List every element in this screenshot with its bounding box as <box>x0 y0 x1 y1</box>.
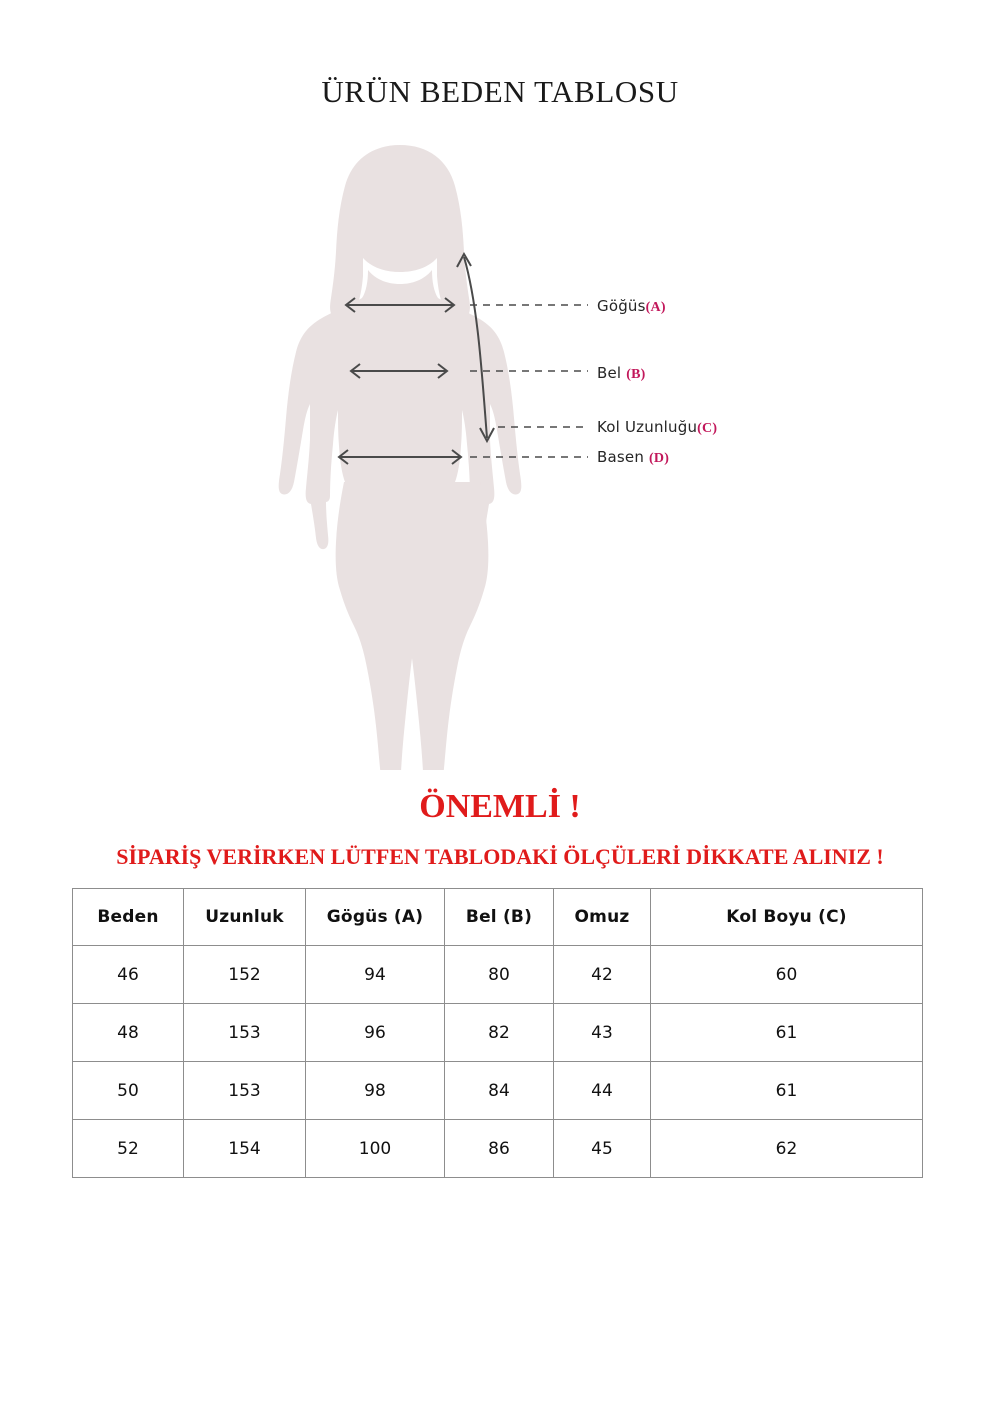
label-kol-uzunlugu: Kol Uzunluğu(C) <box>597 418 717 437</box>
cell-beden: 46 <box>72 945 184 1004</box>
column-header-beden: Beden <box>72 888 184 946</box>
cell-beden: 52 <box>72 1119 184 1178</box>
cell-omuz: 42 <box>553 945 651 1004</box>
cell-uzunluk: 153 <box>183 1003 306 1062</box>
size-table-container: Beden Uzunluk Gögüs (A) Bel (B) Omuz Kol… <box>72 888 923 1178</box>
label-basen: Basen (D) <box>597 448 669 467</box>
cell-gogus: 100 <box>305 1119 445 1178</box>
cell-omuz: 45 <box>553 1119 651 1178</box>
size-table: Beden Uzunluk Gögüs (A) Bel (B) Omuz Kol… <box>72 888 923 1178</box>
label-gogus-text: Göğüs <box>597 297 646 315</box>
column-header-uzunluk: Uzunluk <box>183 888 306 946</box>
cell-kol-boyu: 61 <box>650 1061 923 1120</box>
label-kol-uzunlugu-code: (C) <box>697 421 718 436</box>
label-basen-text: Basen <box>597 448 650 466</box>
waist-measure-arrow <box>349 363 449 379</box>
cell-bel: 80 <box>444 945 554 1004</box>
cell-bel: 82 <box>444 1003 554 1062</box>
cell-gogus: 98 <box>305 1061 445 1120</box>
cell-kol-boyu: 62 <box>650 1119 923 1178</box>
table-row: 50 153 98 84 44 61 <box>72 1061 923 1120</box>
sleeve-length-measure-arrow <box>456 251 495 444</box>
cell-kol-boyu: 60 <box>650 945 923 1004</box>
body-silhouette-svg <box>278 145 588 770</box>
cell-uzunluk: 152 <box>183 945 306 1004</box>
label-bel: Bel (B) <box>597 364 646 383</box>
cell-gogus: 94 <box>305 945 445 1004</box>
hip-measure-arrow <box>337 449 463 465</box>
cell-bel: 86 <box>444 1119 554 1178</box>
chest-measure-arrow <box>344 297 456 313</box>
table-row: 52 154 100 86 45 62 <box>72 1119 923 1178</box>
table-row: 48 153 96 82 43 61 <box>72 1003 923 1062</box>
warning-subtext: SİPARİŞ VERİRKEN LÜTFEN TABLODAKİ ÖLÇÜLE… <box>116 844 884 869</box>
page-title: ÜRÜN BEDEN TABLOSU <box>321 74 679 109</box>
female-body-silhouette <box>278 145 522 770</box>
cell-gogus: 96 <box>305 1003 445 1062</box>
column-header-omuz: Omuz <box>553 888 651 946</box>
cell-omuz: 43 <box>553 1003 651 1062</box>
column-header-kol-boyu: Kol Boyu (C) <box>650 888 923 946</box>
label-bel-code: (B) <box>626 367 646 382</box>
label-kol-uzunlugu-text: Kol Uzunluğu <box>597 418 698 436</box>
label-basen-code: (D) <box>649 451 670 466</box>
label-bel-text: Bel <box>597 364 627 382</box>
column-header-gogus: Gögüs (A) <box>305 888 445 946</box>
cell-kol-boyu: 61 <box>650 1003 923 1062</box>
cell-uzunluk: 154 <box>183 1119 306 1178</box>
cell-beden: 50 <box>72 1061 184 1120</box>
measurement-diagram: Göğüs(A) Bel (B) Kol Uzunluğu(C) Basen (… <box>0 130 1000 770</box>
table-header-row: Beden Uzunluk Gögüs (A) Bel (B) Omuz Kol… <box>72 888 923 946</box>
cell-bel: 84 <box>444 1061 554 1120</box>
cell-omuz: 44 <box>553 1061 651 1120</box>
column-header-bel: Bel (B) <box>444 888 554 946</box>
leader-lines <box>470 304 588 458</box>
cell-uzunluk: 153 <box>183 1061 306 1120</box>
warning-headline: ÖNEMLİ ! <box>419 788 581 825</box>
table-row: 46 152 94 80 42 60 <box>72 945 923 1004</box>
label-gogus-code: (A) <box>645 300 666 315</box>
cell-beden: 48 <box>72 1003 184 1062</box>
label-gogus: Göğüs(A) <box>597 297 666 316</box>
